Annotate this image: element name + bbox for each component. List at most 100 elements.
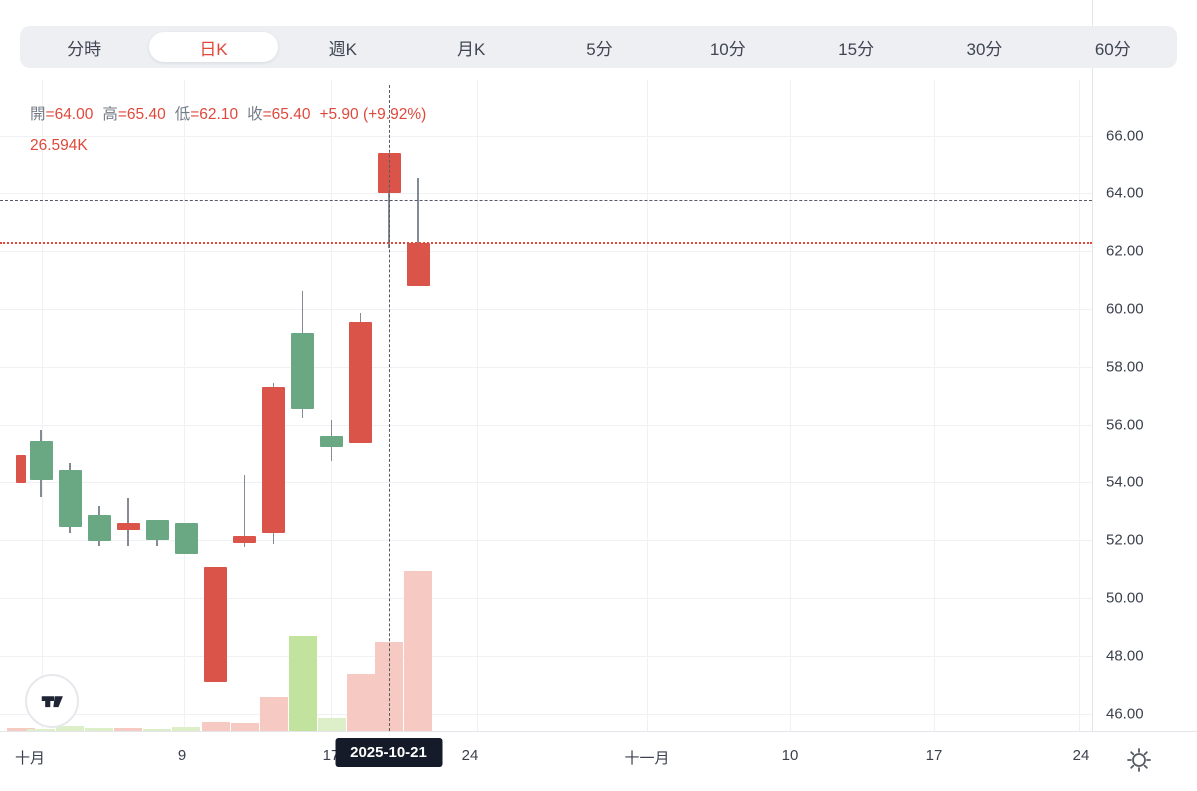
gridline-vertical [790,80,791,731]
volume-bar [201,721,230,731]
gridline-vertical [331,80,332,731]
y-axis-label: 66.00 [1106,127,1144,144]
candle-body [320,436,343,448]
ohlc-value: =64.00 [45,106,94,123]
candle-wick [417,177,419,287]
volume-bar [85,727,113,731]
tab-60分[interactable]: 60分 [1094,39,1131,59]
volume-bar [230,722,259,731]
volume-bar [259,697,288,731]
gridline-horizontal [0,424,1092,426]
gridline-horizontal [0,655,1092,657]
crosshair-vertical-line [388,85,390,731]
y-axis-label: 56.00 [1106,416,1144,433]
ohlc-legend: 開=64.00 高=65.40 低=62.10 收=65.40 +5.90 (+9.92… [30,102,435,155]
tab-週K[interactable]: 週K [328,39,357,59]
ohlc-value: =65.40 [262,106,311,123]
gridline-vertical [1079,80,1080,731]
gridline-horizontal [0,540,1092,542]
gridline-vertical [934,80,935,731]
ohlc-value: =62.10 [190,106,239,123]
candle-body [116,523,140,530]
candle-wick [243,475,246,548]
ohlc-label: 低 [174,106,191,123]
candle-body [15,455,26,483]
y-axis-label: 60.00 [1106,300,1144,318]
ohlc-label: 收 [247,106,263,123]
price-axis[interactable]: 66.00 64.00 62.00 60.00 58.00 56.00 54.00 52.00… [1092,0,1197,731]
volume-bar [288,636,317,731]
volume-bar [172,726,200,731]
gridline-horizontal [0,308,1092,310]
last-price-line [0,241,1092,244]
ohlc-label: 高 [102,106,118,123]
gridline-horizontal [0,366,1092,368]
timeframe-tabs: 分時 日K 週K 月K 5分 10分 15分 30分 60分 [20,26,1177,68]
volume-bar [317,717,346,731]
y-axis-label: 52.00 [1106,531,1144,549]
ohlc-readout: 開=64.00 高=65.40 低=62.10 收=65.40 +5.90 (+9.92… [30,102,435,124]
tab-分時[interactable]: 分時 [67,39,102,59]
volume-bar [346,673,375,731]
x-axis-label: 十月 [14,750,46,767]
tradingview-logo-icon [41,696,63,708]
time-axis[interactable]: 十月 9 17 24 十一月 10 17 24 2025-10-21 [0,731,1197,791]
x-axis-label: 24 [1072,747,1090,764]
theme-toggle-icon[interactable] [1124,745,1154,780]
x-axis-label: 17 [925,747,943,764]
y-axis-label: 48.00 [1106,647,1144,665]
volume-bar [27,728,55,731]
gridline-horizontal [0,135,1092,137]
candle-body [145,520,169,541]
tab-15分[interactable]: 15分 [838,39,875,59]
crosshair-horizontal-line [0,200,1092,201]
y-axis-label: 54.00 [1106,473,1144,491]
volume-bar [6,727,35,731]
ohlc-label: 開 [30,106,46,123]
candle-body [291,332,314,409]
tab-5分[interactable]: 5分 [586,39,613,59]
tab-日K[interactable]: 日K [149,32,278,62]
tradingview-logo[interactable] [25,674,79,728]
volume-bar [114,727,142,731]
gridline-vertical [42,80,43,731]
x-axis-label: 9 [177,747,187,764]
y-axis-label: 62.00 [1106,242,1144,260]
volume-bar [143,728,171,731]
x-axis-label: 24 [461,747,479,764]
y-axis-label: 64.00 [1106,184,1144,202]
change-readout: +5.90 (+9.92%) [319,106,427,123]
x-axis-label: 10 [781,747,799,764]
gridline-horizontal [0,597,1092,599]
candle-body [29,440,53,480]
gridline-horizontal [0,482,1092,484]
gridline-horizontal [0,713,1092,715]
tab-月K[interactable]: 月K [456,39,486,59]
gridline-vertical [647,80,648,731]
gridline-vertical [477,80,478,731]
gridline-horizontal [0,251,1092,253]
volume-bar [404,571,432,731]
candle-body [406,243,430,287]
volume-readout: 26.594K [30,137,88,154]
tab-30分[interactable]: 30分 [966,39,1003,59]
candle-body [87,514,111,541]
gridline-vertical [184,80,185,731]
candle-body [262,386,285,533]
ohlc-value: =65.40 [117,106,166,123]
y-axis-label: 46.00 [1106,705,1144,722]
candle-body [349,321,372,443]
candle-wick [127,497,129,546]
candlestick-chart[interactable]: 開=64.00 高=65.40 低=62.10 收=65.40 +5.90 (+9.92… [0,0,1092,731]
tab-10分[interactable]: 10分 [709,39,746,59]
candle-body [233,536,256,543]
y-axis-label: 58.00 [1106,358,1144,376]
candle-body [58,469,82,528]
y-axis-label: 50.00 [1106,589,1144,607]
crosshair-date-badge: 2025-10-21 [335,738,442,767]
volume-bar [56,725,84,731]
gridline-horizontal [0,193,1092,195]
x-axis-label: 十一月 [624,750,670,767]
candle-body [174,523,198,554]
candle-body [204,566,227,682]
